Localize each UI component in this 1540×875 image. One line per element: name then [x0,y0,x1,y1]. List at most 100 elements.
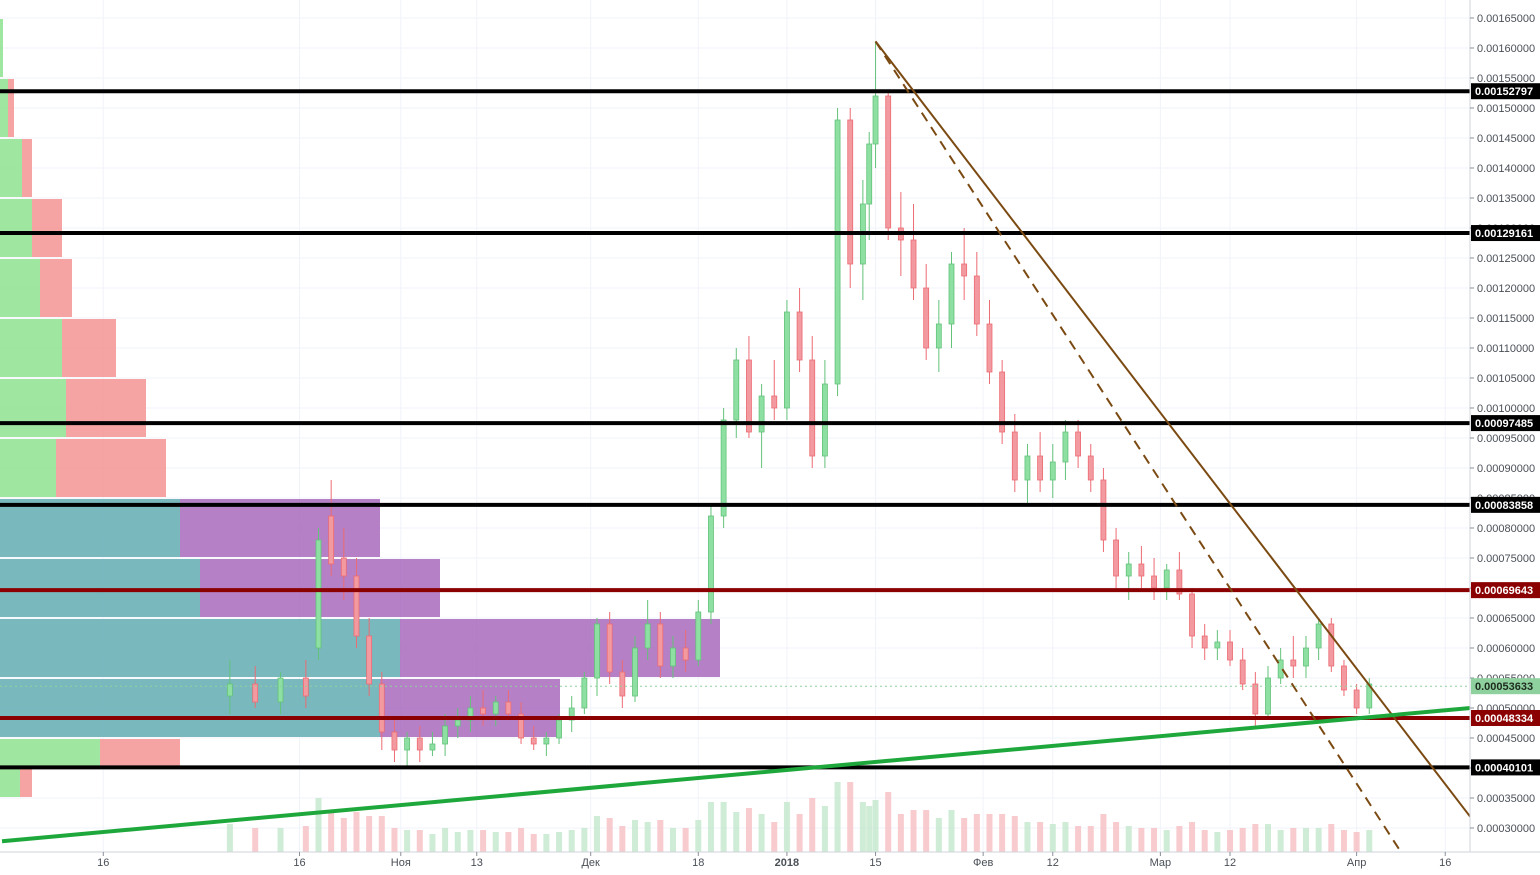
price-level-label: 0.00129161 [1475,228,1533,240]
volume-bar [897,814,904,852]
time-tick-label: 16 [1439,857,1451,869]
price-level-badge [1471,709,1540,726]
candle-body [1265,677,1271,715]
time-tick-label: Дек [581,857,600,869]
price-tick-label: 0.00100000 [1477,403,1535,415]
volume-bar [1024,822,1031,852]
volume-bar [948,810,955,852]
trendline-resistance[interactable] [874,40,1472,818]
volume-profile-down [66,379,146,437]
volume-bar [1011,816,1018,852]
time-tick-label: Фев [973,857,993,869]
price-tick-label: 0.00115000 [1477,313,1534,325]
candle-body [834,119,841,385]
price-tick-label: 0.00080000 [1477,523,1535,535]
candle-body [809,359,816,457]
price-tick-label: 0.00075000 [1477,553,1535,565]
candle-body [505,701,512,715]
volume-bar [277,828,284,852]
candle-body [885,95,892,229]
volume-profile-up [0,769,20,797]
volume-bar [606,818,613,852]
volume-bar [1151,828,1158,852]
volume-bar [973,814,980,852]
time-axis[interactable]: 16 16 Ноя 13 Дек 18 2018 15 Фев 12 Мар 12 Апр 16 [97,852,1451,869]
candle-body [973,275,980,325]
price-level-badge [1471,83,1540,100]
volume-bar [733,812,740,852]
price-tick-label: 0.00110000 [1477,343,1534,355]
candle-body [1290,659,1297,667]
volume-bar [454,832,461,852]
candle-body [670,647,676,667]
volume-profile-down [8,79,14,137]
candle-body [657,623,664,667]
volume-bar [999,814,1006,852]
price-level-badge [1471,582,1540,599]
candle-body [492,701,499,715]
volume-bar [771,822,778,852]
volume-bar [1201,830,1208,852]
candle-body [1062,431,1069,463]
volume-bar [429,834,436,852]
price-tick-label: 0.00105000 [1477,373,1535,385]
candle-body [1214,641,1221,649]
time-tick-label: 2018 [775,857,799,869]
candle-body [1037,455,1044,481]
price-tick-label: 0.00145000 [1477,133,1535,145]
volume-bar [1138,828,1145,852]
candle-body [866,143,873,205]
candle-body [695,611,702,661]
candle-body [340,557,347,577]
price-tick-label: 0.00155000 [1477,73,1535,85]
volume-bar [745,808,752,852]
candle-body [923,287,930,349]
volume-profile-down [40,259,72,317]
volume-bar [1290,828,1297,852]
price-level-label: 0.00069643 [1475,585,1533,597]
trendline-support[interactable] [1,706,1471,844]
volume-profile-down [32,199,62,257]
trendlines[interactable] [1,40,1472,853]
candle-body [1151,575,1157,589]
price-tick-label: 0.00150000 [1477,103,1535,115]
horizontal-levels[interactable] [0,89,1470,770]
price-axis[interactable]: 0.000300000.000350000.000400000.00045000… [1470,13,1540,835]
candle-body [1227,641,1233,661]
volume-bar [796,814,803,852]
candle-body [277,677,284,703]
volume-profile-down [22,139,32,197]
candle-body [1353,689,1360,709]
volume-bar [366,816,373,852]
volume-bar [695,820,702,852]
volume-bar [1214,832,1221,852]
candle-body [252,683,259,703]
candle-body [1125,563,1132,577]
candle-body [467,707,474,721]
candle-body [720,419,727,517]
volume-profile-up [0,559,200,617]
volume-bar [315,798,322,852]
trendline-dashed[interactable] [874,40,1402,853]
volume-bar [252,828,259,852]
candle-body [708,515,714,613]
volume-bar [866,806,873,852]
price-tick-label: 0.00095000 [1477,433,1535,445]
volume-bar [821,806,828,852]
price-level-label: 0.00152797 [1475,86,1533,98]
volume-bar [1353,832,1360,852]
candle-body [606,623,613,673]
candle-body [1113,539,1119,577]
candle-body [1049,461,1056,481]
price-tick-label: 0.00140000 [1477,163,1535,175]
volume-bar [809,798,816,852]
volume-bar [594,816,601,852]
candle-body [632,647,638,697]
price-tick-label: 0.00065000 [1477,613,1535,625]
candle-body [543,737,550,745]
volume-bar [226,824,233,852]
candle-body [442,725,449,745]
volume-bar [391,828,398,852]
candle-body [353,575,360,637]
volume-bar [581,828,588,852]
